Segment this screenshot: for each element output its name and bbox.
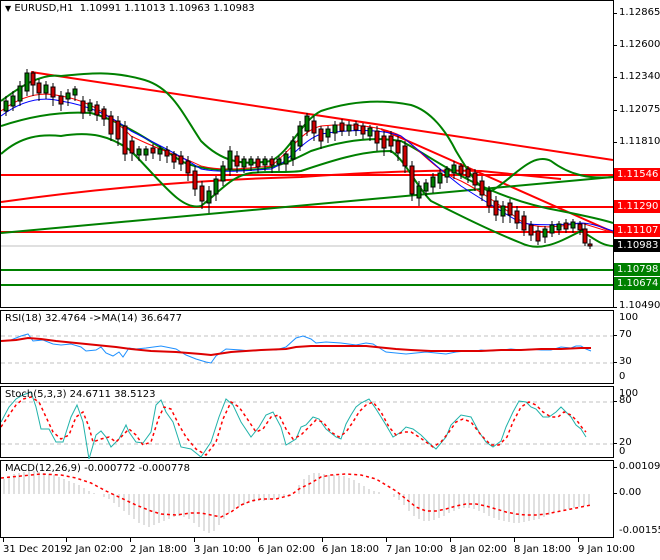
price-tick: 1.11810 [619, 136, 660, 147]
macd-title: MACD(12,26,9) -0.000772 -0.000778 [5, 463, 190, 474]
stoch-chart-svg [1, 391, 613, 459]
rsi-tick: 30 [619, 356, 632, 367]
time-tick-label: 8 Jan 18:00 [514, 544, 571, 555]
rsi-axis: 100 70 30 0 [614, 310, 660, 384]
rsi-ma-line [1, 336, 591, 357]
price-tag-current: 1.10983 [614, 239, 660, 252]
time-tick-label: 31 Dec 2019 [3, 544, 67, 555]
ohlc-values: 1.10991 1.11013 1.10963 1.10983 [79, 3, 255, 14]
price-tag-resistance: 1.11107 [614, 224, 660, 237]
bollinger-lower [1, 133, 614, 248]
symbol-header: ▼ EURUSD,H1 1.10991 1.11013 1.10963 1.10… [5, 3, 255, 14]
rsi-tick: 0 [619, 371, 626, 382]
main-chart-panel[interactable]: ▼ EURUSD,H1 1.10991 1.11013 1.10963 1.10… [0, 0, 614, 308]
rsi-line [1, 333, 592, 364]
time-tick-label: 6 Jan 02:00 [258, 544, 315, 555]
ascending-green-trendline [1, 176, 614, 234]
candlesticks [3, 69, 593, 249]
stoch-tick: 20 [619, 437, 632, 448]
price-tick: 1.10490 [619, 300, 660, 311]
rsi-chart-svg [1, 333, 613, 364]
time-tick-label: 9 Jan 10:00 [578, 544, 635, 555]
price-tag-resistance: 1.11290 [614, 200, 660, 213]
price-tag-resistance: 1.11546 [614, 168, 660, 181]
price-tag-support: 1.10674 [614, 277, 660, 290]
macd-signal-line [1, 473, 592, 518]
price-tick: 1.12600 [619, 39, 660, 50]
price-tick: 1.12075 [619, 104, 660, 115]
triangle-down-icon[interactable]: ▼ [5, 4, 12, 13]
macd-histogram [3, 471, 590, 533]
stoch-tick: 80 [619, 395, 632, 406]
price-chart-svg [1, 69, 614, 286]
rsi-tick: 100 [619, 312, 639, 323]
stoch-tick: 0 [619, 446, 626, 457]
macd-tick: 0.00 [619, 487, 642, 498]
macd-panel[interactable]: MACD(12,26,9) -0.000772 -0.000778 [0, 460, 614, 538]
time-tick-label: 2 Jan 18:00 [130, 544, 187, 555]
symbol-label: EURUSD,H1 [14, 3, 74, 14]
time-tick-label: 6 Jan 18:00 [322, 544, 379, 555]
time-axis[interactable]: 31 Dec 2019 2 Jan 02:00 2 Jan 18:00 3 Ja… [0, 538, 660, 560]
price-axis[interactable]: 1.12865 1.12600 1.12340 1.12075 1.11810 … [614, 0, 660, 311]
rsi-tick: 70 [619, 329, 632, 340]
stoch-signal-line [1, 396, 587, 456]
stoch-panel[interactable]: Stoch(5,3,3) 24.6711 38.5123 [0, 386, 614, 459]
stoch-axis: 100 80 20 0 [614, 386, 660, 458]
macd-tick: -0.001559 [619, 525, 660, 536]
time-tick-label: 2 Jan 02:00 [66, 544, 123, 555]
macd-chart-svg [1, 471, 592, 533]
steep-trendline [380, 128, 614, 233]
stoch-title: Stoch(5,3,3) 24.6711 38.5123 [5, 389, 156, 400]
bollinger-upper [1, 72, 614, 193]
price-tag-support: 1.10798 [614, 263, 660, 276]
time-tick-label: 8 Jan 02:00 [450, 544, 507, 555]
macd-tick: 0.001098 [619, 461, 660, 472]
rsi-panel[interactable]: RSI(18) 32.4764 ->MA(14) 36.6477 [0, 310, 614, 384]
price-tick: 1.12340 [619, 71, 660, 82]
stoch-main-line [1, 391, 587, 459]
price-tick: 1.12865 [619, 7, 660, 18]
stoch-tick: 100 [619, 388, 639, 399]
macd-axis: 0.001098 0.00 -0.001559 [614, 460, 660, 538]
time-tick-label: 7 Jan 10:00 [386, 544, 443, 555]
time-tick-label: 3 Jan 10:00 [194, 544, 251, 555]
upper-trendline [30, 71, 614, 161]
rsi-title: RSI(18) 32.4764 ->MA(14) 36.6477 [5, 313, 182, 324]
